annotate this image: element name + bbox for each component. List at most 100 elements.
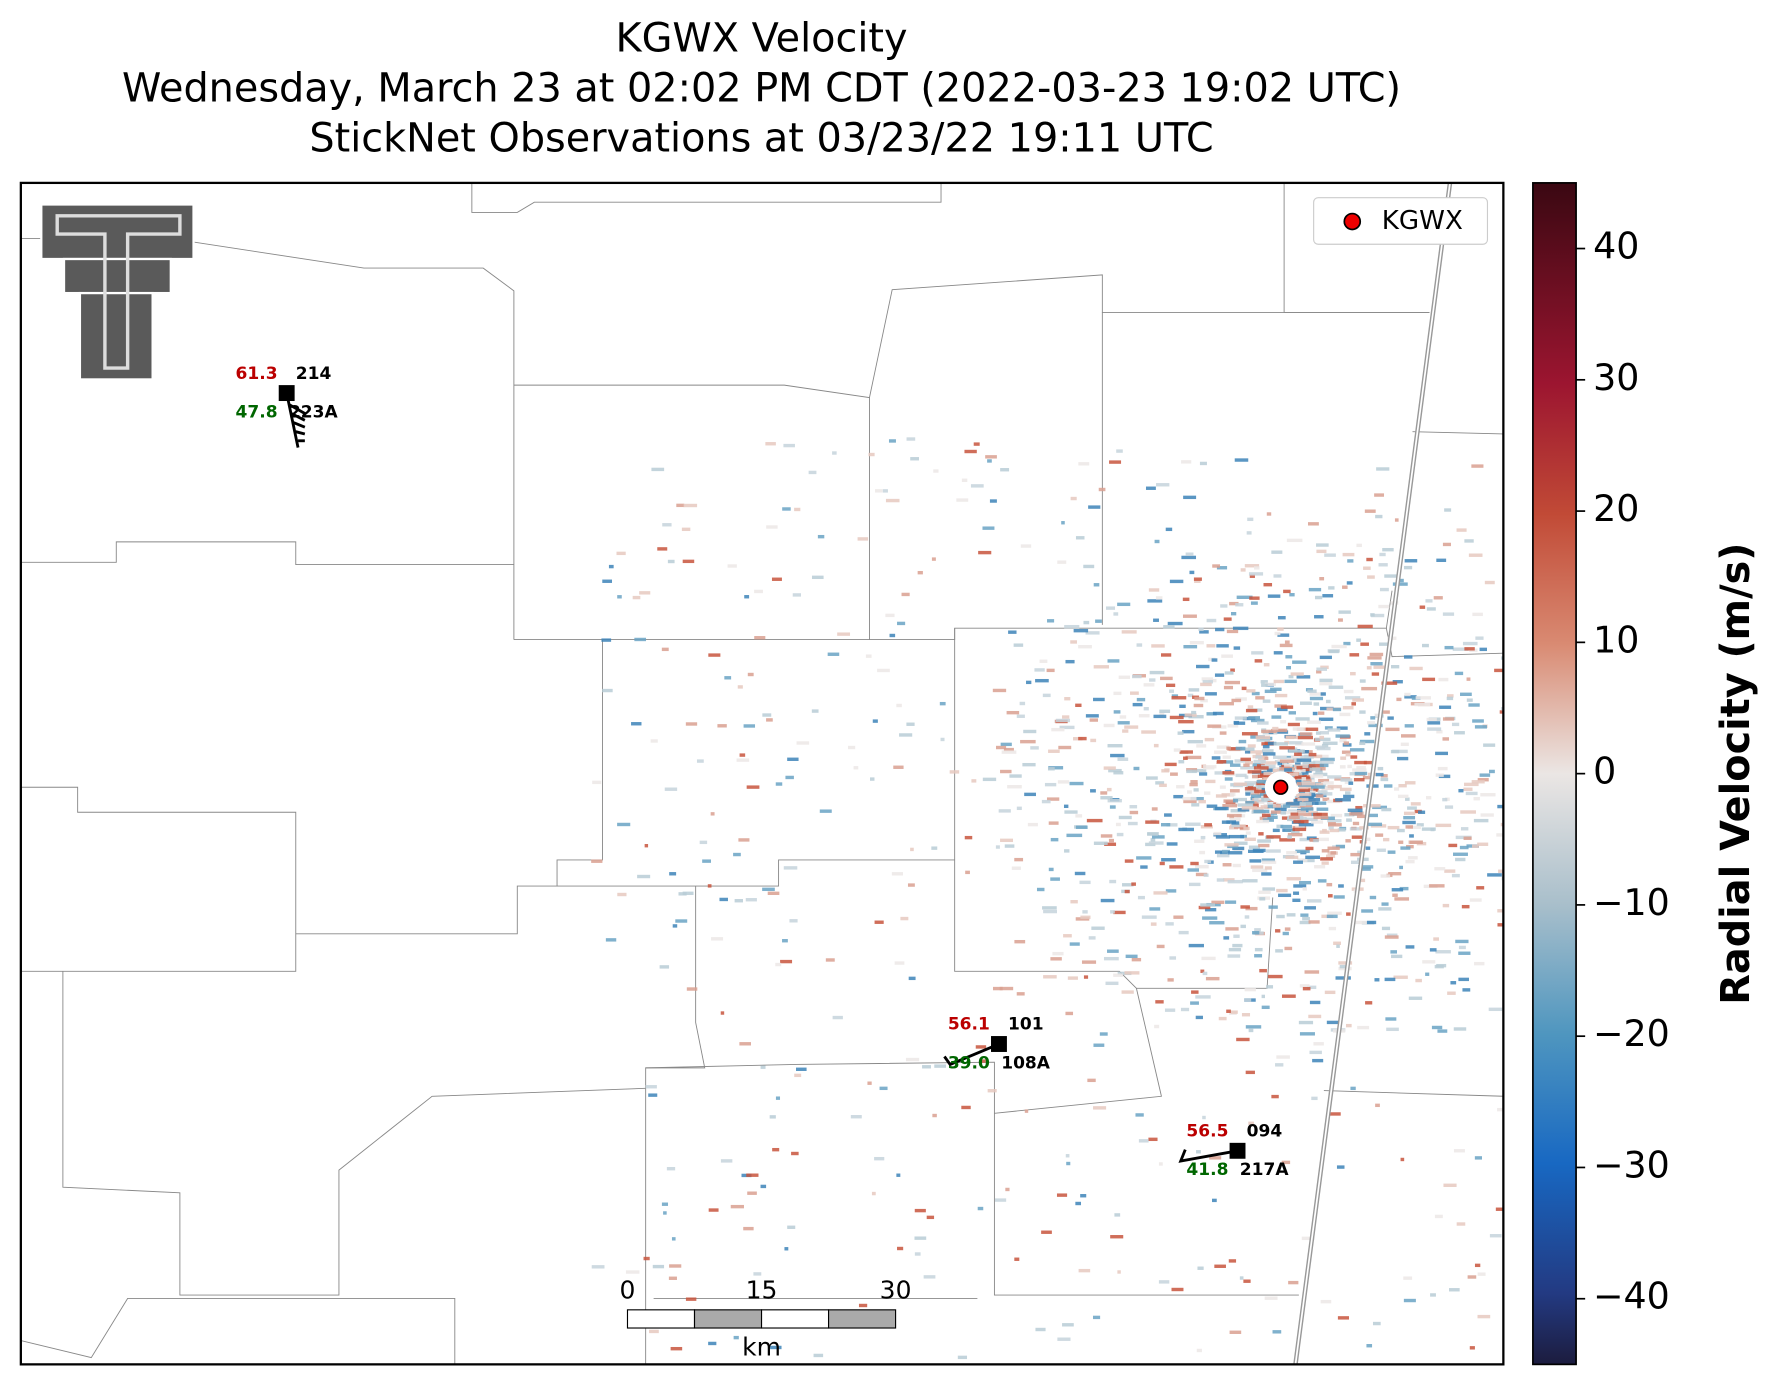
map — [20, 182, 1529, 1365]
radar-echo — [637, 874, 651, 879]
radar-echo — [870, 777, 875, 781]
radar-echo — [1342, 552, 1355, 557]
radar-echo — [1109, 460, 1122, 464]
radar-echo — [1460, 810, 1476, 814]
radar-echo — [1214, 750, 1227, 754]
radar-echo — [1240, 766, 1256, 770]
radar-echo — [685, 1297, 697, 1301]
radar-echo — [987, 459, 992, 463]
radar-echo — [1511, 709, 1525, 712]
colorbar — [1532, 182, 1577, 1366]
radar-echo — [1236, 595, 1253, 599]
radar-echo — [747, 1191, 757, 1195]
probe-id: 223A — [289, 402, 339, 422]
radar-echo — [1392, 893, 1398, 897]
radar-echo — [1471, 464, 1484, 468]
radar-echo — [1320, 857, 1333, 861]
radar-echo — [1196, 744, 1207, 748]
radar-echo — [889, 633, 896, 638]
radar-echo — [1327, 911, 1342, 915]
radar-echo — [1278, 769, 1294, 774]
radar-echo — [772, 1147, 780, 1152]
radar-echo — [1398, 783, 1407, 788]
radar-echo — [1275, 1063, 1284, 1067]
radar-echo — [1425, 599, 1433, 603]
legend: KGWX — [1313, 197, 1489, 245]
radar-echo — [666, 1166, 676, 1171]
radar-echo — [1253, 797, 1259, 802]
radar-echo — [1519, 649, 1529, 652]
radar-echo — [1407, 825, 1421, 830]
radar-echo — [1041, 799, 1051, 804]
radar-echo — [1070, 900, 1078, 904]
radar-echo — [1253, 766, 1269, 770]
radar-echo — [1200, 969, 1205, 973]
radar-echo — [1246, 531, 1252, 535]
radar-echo — [1293, 819, 1309, 824]
radar-echo — [1107, 659, 1120, 663]
radar-echo — [1301, 777, 1307, 781]
radar-echo — [1273, 651, 1283, 655]
radar-echo — [1000, 838, 1014, 843]
radar-echo — [1103, 723, 1115, 728]
radar-echo — [1458, 945, 1466, 950]
radar-echo — [813, 1353, 824, 1358]
radar-echo — [910, 457, 919, 461]
radar-echo — [1295, 761, 1301, 765]
radar-echo — [1302, 986, 1311, 991]
radar-echo — [1290, 672, 1304, 676]
colorbar-tick-label: 10 — [1593, 618, 1639, 661]
radar-echo — [1297, 797, 1309, 802]
radar-echo — [1160, 823, 1171, 827]
radar-echo — [1199, 772, 1208, 776]
radar-echo — [1403, 565, 1413, 570]
radar-echo — [1426, 796, 1432, 800]
radar-echo — [1316, 812, 1328, 817]
radar-echo — [1447, 694, 1454, 698]
radar-echo — [1247, 517, 1254, 522]
radar-echo — [591, 859, 603, 863]
radar-echo — [1316, 837, 1329, 842]
radar-echo — [739, 1042, 751, 1046]
radar-echo — [678, 892, 687, 896]
radar-echo — [1287, 832, 1303, 837]
radar-echo — [1264, 689, 1277, 694]
radar-echo — [1379, 552, 1386, 557]
radar-echo — [1203, 765, 1217, 769]
radar-echo — [1283, 589, 1291, 594]
radar-echo — [1003, 747, 1014, 752]
radar-echo — [1213, 831, 1222, 836]
radar-echo — [1354, 760, 1367, 765]
radar-echo — [1023, 729, 1037, 734]
radar-echo — [1292, 727, 1304, 731]
radar-echo — [1262, 860, 1277, 864]
radar-echo — [710, 812, 715, 816]
radar-echo — [1104, 842, 1117, 846]
radar-echo — [1118, 815, 1132, 820]
radar-echo — [743, 724, 756, 728]
radar-echo — [1367, 575, 1375, 579]
radar-echo — [1409, 834, 1414, 838]
radar-echo — [762, 713, 772, 717]
radar-echo — [1462, 988, 1471, 992]
radar-echo — [1131, 882, 1136, 886]
radar-echo — [1164, 768, 1170, 772]
radar-echo — [1080, 1194, 1087, 1198]
radar-echo — [1296, 675, 1311, 679]
radar-echo — [1099, 1032, 1108, 1036]
radar-echo — [1284, 763, 1293, 767]
radar-echo — [1484, 580, 1495, 585]
radar-echo — [1325, 699, 1331, 704]
radar-echo — [1488, 1007, 1503, 1012]
radar-echo — [1100, 898, 1115, 903]
radar-echo — [1369, 652, 1384, 657]
radar-echo — [1370, 662, 1383, 666]
radar-echo — [1346, 912, 1351, 916]
radar-echo — [1338, 884, 1344, 888]
radar-echo — [1110, 753, 1125, 758]
radar-echo — [1315, 794, 1324, 798]
radar-echo — [1039, 659, 1048, 663]
radar-echo — [1356, 765, 1366, 770]
radar-echo — [1415, 978, 1422, 983]
radar-echo — [1165, 683, 1176, 688]
